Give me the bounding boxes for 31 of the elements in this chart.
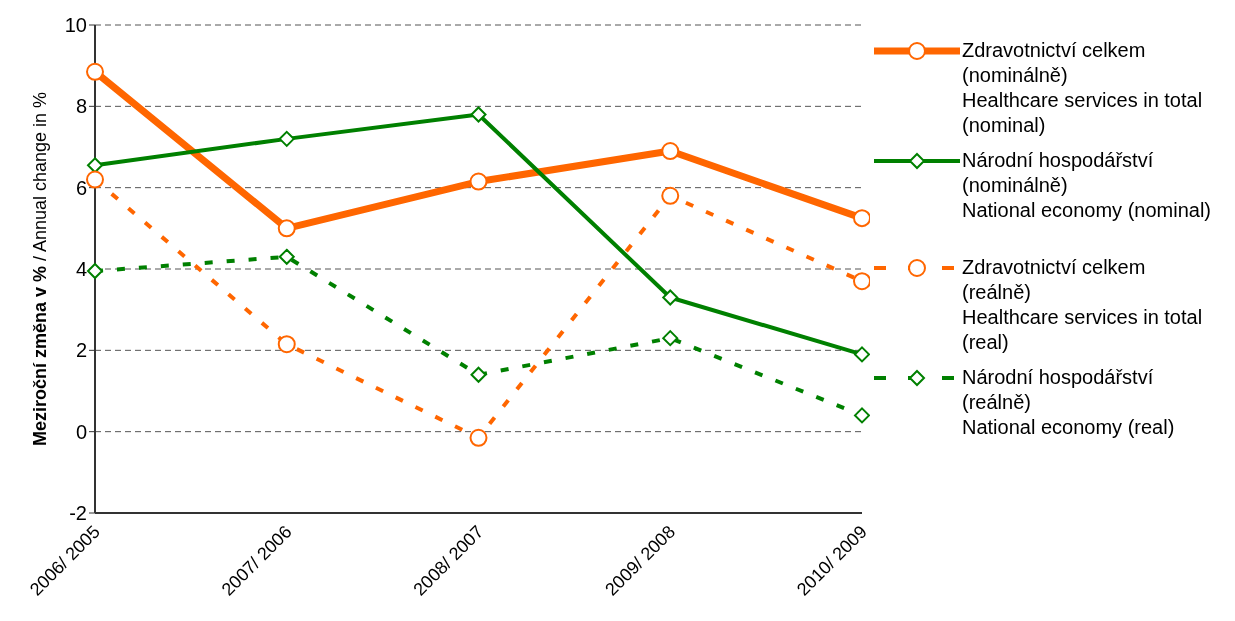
point [854, 346, 870, 363]
point [854, 407, 870, 424]
point [469, 172, 488, 191]
y-tick-label: 2 [75, 339, 87, 362]
point [662, 330, 679, 347]
point [277, 335, 296, 354]
point [853, 209, 870, 228]
y-tick-label: 0 [75, 420, 87, 443]
point [470, 106, 487, 123]
y-tick-label: -2 [69, 502, 87, 525]
legend-label: Zdravotnictví celkem (nominálně) Healthcare services in total (nominal) [962, 38, 1203, 138]
y-tick-label: 10 [64, 14, 87, 37]
point [86, 170, 104, 189]
point [469, 428, 488, 447]
point [86, 62, 104, 81]
point [661, 142, 680, 161]
point [470, 366, 487, 383]
point [278, 248, 295, 265]
point [661, 186, 680, 205]
point [853, 272, 870, 291]
point [278, 130, 295, 147]
legend-label: Národní hospodářství (reálně) National economy (real) [962, 365, 1175, 440]
point [277, 219, 296, 238]
legend-label: Národní hospodářství (nominálně) National economy (nominal) [962, 148, 1212, 223]
y-tick-label: 8 [75, 95, 87, 118]
y-tick-label: 6 [75, 176, 87, 199]
y-axis-title: Meziroční změna v % / Annual change in % [30, 91, 50, 447]
point [662, 289, 679, 306]
y-tick-label: 4 [75, 258, 87, 281]
point [87, 263, 103, 280]
legend-label: Zdravotnictví celkem (reálně) Healthcare services in total (real) [962, 255, 1203, 355]
